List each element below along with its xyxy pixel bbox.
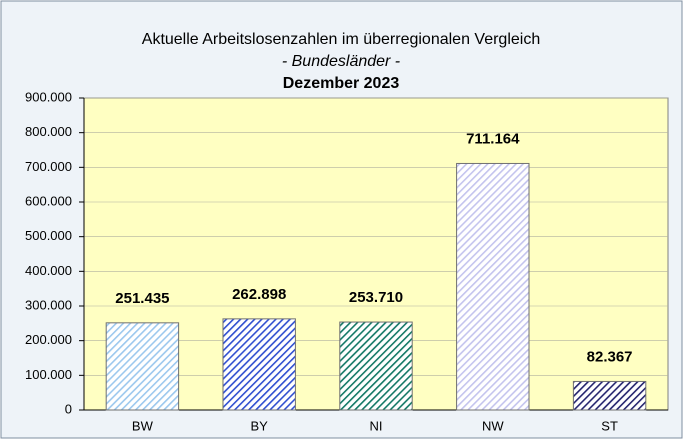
x-tick-label: BY [251,418,269,433]
y-tick-label: 0 [65,401,72,416]
x-tick-label: NW [482,418,504,433]
y-tick-label: 400.000 [25,263,72,278]
bar [222,318,296,411]
x-tick-label: NI [370,418,383,433]
bar [339,321,413,411]
y-tick-label: 100.000 [25,367,72,382]
bar [572,380,647,411]
x-tick-label: BW [132,418,154,433]
value-label: 253.710 [349,289,403,306]
y-tick-label: 300.000 [25,297,72,312]
chart-period: Dezember 2023 [283,75,400,92]
value-label: 262.898 [232,286,286,303]
y-tick-label: 200.000 [25,332,72,347]
value-label: 251.435 [115,290,169,307]
y-tick-label: 800.000 [25,124,72,139]
y-tick-label: 600.000 [25,193,72,208]
bar [456,162,530,411]
chart-subtitle: - Bundesländer - [282,53,400,70]
y-tick-label: 900.000 [25,89,72,104]
bar [105,322,180,411]
value-label: 711.164 [466,130,520,147]
value-label: 82.367 [587,348,633,365]
x-tick-label: ST [601,418,618,433]
chart-title: Aktuelle Arbeitslosenzahlen im überregio… [142,31,540,48]
y-tick-label: 700.000 [25,159,72,174]
y-tick-label: 500.000 [25,228,72,243]
